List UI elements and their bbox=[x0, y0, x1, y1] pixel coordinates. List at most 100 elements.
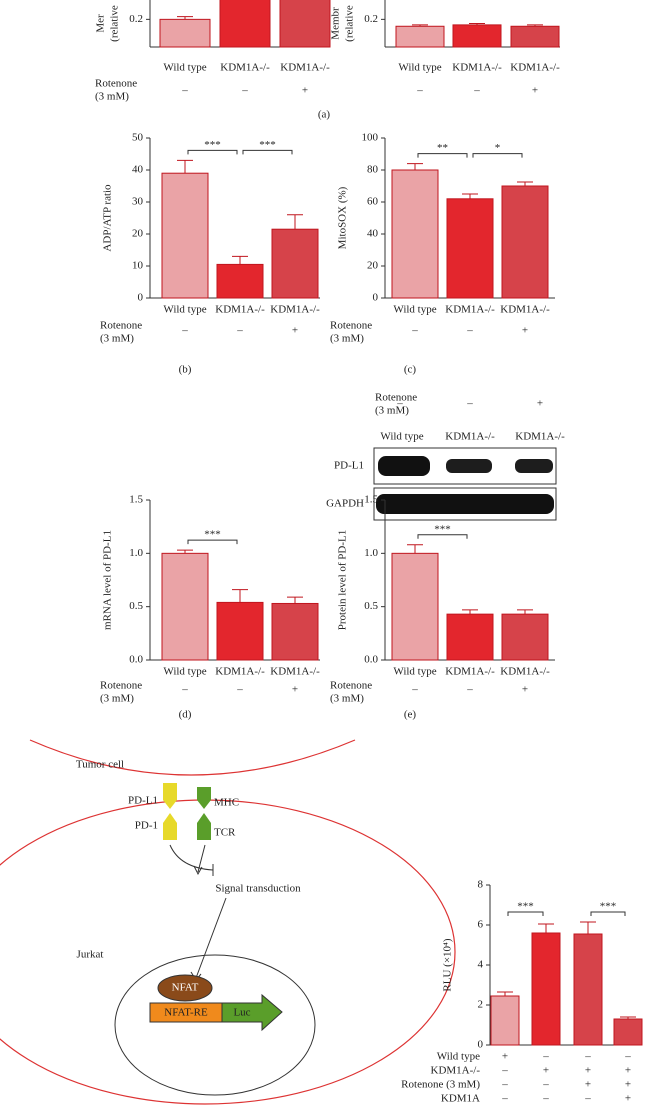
significance-label: *** bbox=[434, 523, 451, 535]
label: Luc bbox=[233, 1007, 250, 1019]
row-label: PD-L1 bbox=[334, 460, 364, 472]
y-axis-label: Protein level of PD-L1 bbox=[337, 530, 349, 631]
error-bar bbox=[517, 181, 533, 186]
bar bbox=[573, 933, 603, 1046]
bar bbox=[159, 18, 211, 48]
diagram: Tumor cell PD-L1 PD-1 MHC TCR Signal tra… bbox=[0, 739, 456, 1105]
panel-label: (a) bbox=[318, 109, 331, 121]
bar bbox=[279, 0, 331, 48]
significance-bracket bbox=[417, 153, 468, 158]
condition-sign: – bbox=[411, 325, 418, 337]
y-tick-label: 0.2 bbox=[129, 13, 143, 25]
y-axis-label: (relative bbox=[344, 5, 356, 42]
x-tick-label: Wild type bbox=[398, 62, 441, 74]
y-tick-label: 100 bbox=[362, 132, 379, 144]
y-axis-label: MitoSOX (%) bbox=[337, 186, 349, 249]
y-tick-label: 30 bbox=[132, 196, 144, 208]
error-bar bbox=[177, 549, 193, 554]
x-tick-label: KDM1A-/- bbox=[500, 304, 550, 316]
bar bbox=[161, 552, 209, 661]
error-bar bbox=[469, 23, 485, 25]
significance-label: *** bbox=[600, 901, 617, 913]
error-bar bbox=[462, 609, 478, 615]
error-bar bbox=[232, 589, 248, 603]
condition-sign: – bbox=[181, 325, 188, 337]
error-bar bbox=[287, 214, 303, 230]
condition-sign: + bbox=[522, 684, 528, 696]
condition-sign: – bbox=[542, 1051, 549, 1063]
panel-label: (b) bbox=[179, 364, 192, 376]
y-tick-label: 2 bbox=[478, 999, 484, 1011]
error-bar bbox=[580, 921, 596, 934]
condition-sign: – bbox=[466, 325, 473, 337]
error-bar bbox=[620, 1016, 636, 1019]
bar bbox=[219, 0, 271, 48]
x-tick-label: KDM1A-/- bbox=[220, 62, 270, 74]
x-tick-label: KDM1A-/- bbox=[215, 304, 265, 316]
western-blot: Rotenone (3 mM) – – + Wild type KDM1A-/-… bbox=[326, 392, 565, 521]
condition-label: Rotenone (3 mM) bbox=[401, 1079, 480, 1091]
condition-sublabel: (3 mM) bbox=[95, 91, 129, 103]
condition-sign: + bbox=[537, 398, 543, 410]
y-axis-label: mRNA level of PD-L1 bbox=[102, 530, 114, 630]
bar bbox=[271, 602, 319, 661]
condition-sign: + bbox=[292, 684, 298, 696]
condition-sign: + bbox=[502, 1051, 508, 1063]
condition-label: Rotenone bbox=[95, 78, 137, 90]
error-bar bbox=[517, 609, 533, 615]
y-tick-label: 1.0 bbox=[129, 547, 143, 559]
condition-sublabel: (3 mM) bbox=[330, 693, 364, 705]
condition-sign: + bbox=[625, 1093, 631, 1105]
condition-sign: – bbox=[473, 85, 480, 97]
condition-sign: – bbox=[501, 1065, 508, 1077]
y-tick-label: 60 bbox=[367, 196, 379, 208]
y-tick-label: 0.5 bbox=[129, 600, 143, 612]
bar bbox=[161, 172, 209, 299]
error-bar bbox=[527, 24, 543, 27]
significance-label: * bbox=[495, 142, 501, 154]
label: TCR bbox=[214, 827, 236, 839]
label: PD-1 bbox=[135, 820, 158, 832]
condition-sign: – bbox=[396, 398, 403, 410]
x-tick-label: KDM1A-/- bbox=[445, 666, 495, 678]
label: MHC bbox=[214, 797, 239, 809]
bar bbox=[391, 169, 439, 299]
significance-bracket bbox=[187, 149, 238, 155]
x-tick-label: KDM1A-/- bbox=[270, 666, 320, 678]
y-tick-label: 0.2 bbox=[364, 13, 378, 25]
x-tick-label: Wild type bbox=[163, 304, 206, 316]
significance-bracket bbox=[590, 911, 626, 916]
y-tick-label: 40 bbox=[367, 228, 379, 240]
label: Jurkat bbox=[77, 949, 104, 961]
y-tick-label: 0.5 bbox=[364, 600, 378, 612]
x-tick-label: KDM1A-/- bbox=[280, 62, 330, 74]
condition-sign: – bbox=[411, 684, 418, 696]
y-tick-label: 0.0 bbox=[364, 654, 378, 666]
band bbox=[515, 459, 553, 473]
lane-label: KDM1A-/- bbox=[445, 431, 495, 443]
y-axis-label: ADP/ATP ratio bbox=[102, 184, 114, 252]
condition-sign: + bbox=[625, 1079, 631, 1091]
x-tick-label: KDM1A-/- bbox=[500, 666, 550, 678]
panel-label: (d) bbox=[179, 709, 192, 721]
condition-sign: – bbox=[501, 1079, 508, 1091]
band bbox=[376, 494, 554, 514]
arrow bbox=[193, 844, 206, 876]
significance-bracket bbox=[507, 911, 544, 916]
significance-bracket bbox=[417, 534, 468, 539]
error-bar bbox=[407, 544, 423, 554]
error-bar bbox=[177, 159, 193, 174]
condition-sign: – bbox=[241, 85, 248, 97]
condition-label: Rotenone bbox=[375, 392, 417, 404]
bar bbox=[501, 185, 549, 299]
condition-sign: – bbox=[584, 1093, 591, 1105]
x-tick-label: KDM1A-/- bbox=[215, 666, 265, 678]
condition-sign: – bbox=[584, 1051, 591, 1063]
condition-sign: + bbox=[625, 1065, 631, 1077]
condition-sign: + bbox=[585, 1079, 591, 1091]
y-tick-label: 1.5 bbox=[364, 494, 378, 506]
y-tick-label: 4 bbox=[478, 959, 484, 971]
condition-label: Rotenone bbox=[330, 320, 372, 332]
x-tick-label: Wild type bbox=[163, 666, 206, 678]
condition-label: Rotenone bbox=[100, 320, 142, 332]
